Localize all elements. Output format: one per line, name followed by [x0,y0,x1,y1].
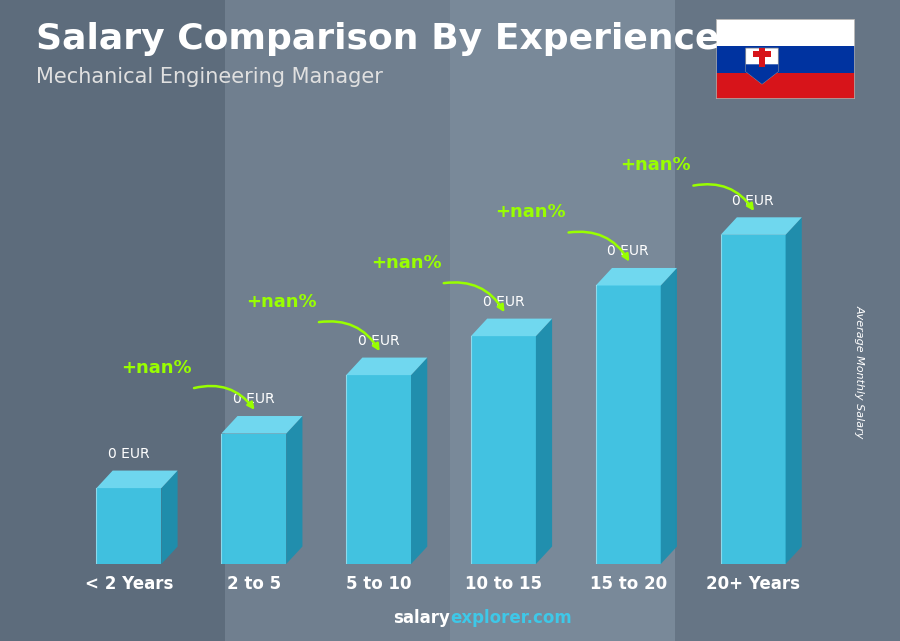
Bar [675,0,900,641]
Bar [716,46,855,72]
Polygon shape [221,416,302,433]
Bar [753,51,770,56]
Text: Mechanical Engineering Manager: Mechanical Engineering Manager [36,67,382,87]
Polygon shape [786,217,802,564]
Bar [759,48,765,67]
Polygon shape [346,375,411,564]
Polygon shape [471,319,552,336]
Bar [225,0,450,641]
Polygon shape [161,470,177,564]
Polygon shape [746,48,778,84]
Text: +nan%: +nan% [496,203,566,221]
Bar [450,0,675,641]
Text: +nan%: +nan% [371,254,441,272]
Polygon shape [596,285,661,564]
Text: 0 EUR: 0 EUR [482,295,524,309]
Text: 0 EUR: 0 EUR [733,194,774,208]
Bar [716,72,855,99]
Polygon shape [411,358,428,564]
Text: +nan%: +nan% [246,293,317,311]
Text: Average Monthly Salary: Average Monthly Salary [854,305,865,438]
Polygon shape [746,64,778,84]
Polygon shape [596,268,677,285]
Polygon shape [471,336,536,564]
Text: 0 EUR: 0 EUR [108,447,149,461]
Text: 0 EUR: 0 EUR [233,392,274,406]
Text: +nan%: +nan% [620,156,691,174]
FancyArrowPatch shape [194,386,253,408]
Polygon shape [536,319,552,564]
Bar [0,0,225,641]
Text: explorer.com: explorer.com [450,609,572,627]
Polygon shape [721,217,802,235]
FancyArrowPatch shape [569,232,628,259]
Polygon shape [661,268,677,564]
FancyArrowPatch shape [319,321,378,349]
Polygon shape [346,358,428,375]
Polygon shape [96,470,177,488]
Text: salary: salary [393,609,450,627]
Bar [716,19,855,46]
Text: +nan%: +nan% [122,359,192,377]
Polygon shape [221,433,286,564]
Polygon shape [286,416,302,564]
Text: 0 EUR: 0 EUR [358,334,400,348]
FancyArrowPatch shape [693,184,752,209]
Text: Salary Comparison By Experience: Salary Comparison By Experience [36,22,719,56]
Polygon shape [96,488,161,564]
FancyArrowPatch shape [444,283,503,310]
Polygon shape [721,235,786,564]
Text: 0 EUR: 0 EUR [608,244,649,258]
